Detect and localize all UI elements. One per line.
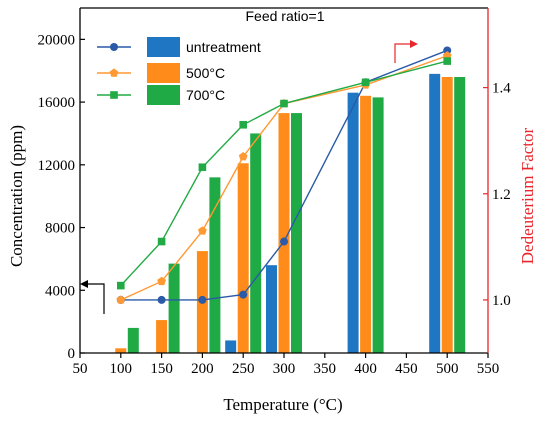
legend-swatch-0	[147, 37, 180, 57]
bars-layer	[115, 74, 465, 353]
bar-2-1	[169, 264, 180, 353]
point-1-0	[116, 295, 125, 303]
x-tick-label-7: 400	[354, 361, 377, 377]
chart-title: Feed ratio=1	[246, 8, 325, 24]
bar-2-4	[291, 113, 302, 353]
x-tick-label-4: 250	[232, 361, 255, 377]
y2-tick-label-0: 1.0	[492, 293, 511, 309]
point-2-4	[280, 100, 288, 108]
y2-tick-label-1: 1.2	[492, 187, 511, 203]
y-axis-label: Concentration (ppm)	[7, 125, 26, 267]
x-tick-label-5: 300	[273, 361, 296, 377]
point-1-2	[198, 226, 207, 234]
legend-swatch-1	[147, 63, 180, 83]
y2-axis-label: Dedeuterium Factor	[518, 127, 537, 264]
y-axis-ticks: 0 4000 8000 12000 16000 20000	[38, 32, 86, 362]
x-tick-label-0: 50	[73, 361, 88, 377]
y-tick-label-4: 16000	[38, 95, 76, 111]
point-2-6	[443, 57, 451, 65]
bar-0-5	[348, 93, 359, 353]
bar-2-6	[454, 77, 465, 353]
x-tick-label-8: 450	[395, 361, 418, 377]
bar-2-5	[373, 97, 384, 353]
y-tick-label-2: 8000	[45, 221, 75, 237]
legend-label-1: 500°C	[186, 65, 225, 81]
x-tick-label-6: 350	[314, 361, 337, 377]
x-tick-label-10: 550	[477, 361, 500, 377]
bar-0-6	[429, 74, 440, 353]
y-tick-label-5: 20000	[38, 32, 76, 48]
bar-0-3	[225, 340, 236, 353]
legend-marker-0	[110, 43, 118, 51]
bar-1-1	[156, 320, 167, 353]
point-2-3	[239, 121, 247, 129]
legend-swatch-2	[147, 85, 180, 105]
point-2-2	[199, 163, 207, 171]
legend-label-2: 700°C	[186, 87, 225, 103]
x-tick-label-9: 500	[436, 361, 459, 377]
y-tick-label-0: 0	[68, 346, 76, 362]
y2-axis-ticks: 1.0 1.2 1.4	[483, 81, 511, 309]
y-tick-label-3: 12000	[38, 158, 76, 174]
bar-1-0	[115, 348, 126, 353]
x-tick-label-1: 100	[110, 361, 133, 377]
legend: untreatment 500°C 700°C	[97, 37, 261, 105]
bar-2-0	[128, 328, 139, 353]
right-axis-arrow-icon	[395, 44, 412, 63]
point-0-3	[239, 291, 247, 299]
right-axis-arrowhead-icon	[410, 40, 418, 48]
y-tick-label-1: 4000	[45, 283, 75, 299]
x-axis-label: Temperature (°C)	[223, 395, 342, 414]
bar-1-6	[442, 77, 453, 353]
point-2-1	[158, 238, 166, 246]
bar-1-5	[360, 96, 371, 353]
x-tick-label-3: 200	[191, 361, 214, 377]
legend-marker-1	[110, 68, 119, 76]
bar-1-3	[238, 163, 249, 353]
left-axis-arrow-icon	[86, 284, 104, 314]
point-0-4	[280, 238, 288, 246]
x-tick-label-2: 150	[150, 361, 173, 377]
point-0-2	[198, 296, 206, 304]
y2-tick-label-2: 1.4	[492, 81, 511, 97]
x-axis-ticks: 50 100 150 200 250 300 350 400 450 500 550	[73, 353, 500, 377]
bar-2-3	[250, 133, 261, 353]
point-2-0	[117, 282, 125, 290]
left-axis-arrowhead-icon	[80, 280, 88, 288]
point-0-1	[158, 296, 166, 304]
bar-2-2	[209, 177, 220, 353]
legend-marker-2	[110, 91, 118, 99]
bar-0-4	[266, 265, 277, 353]
legend-label-0: untreatment	[186, 39, 261, 55]
point-2-5	[362, 79, 370, 87]
